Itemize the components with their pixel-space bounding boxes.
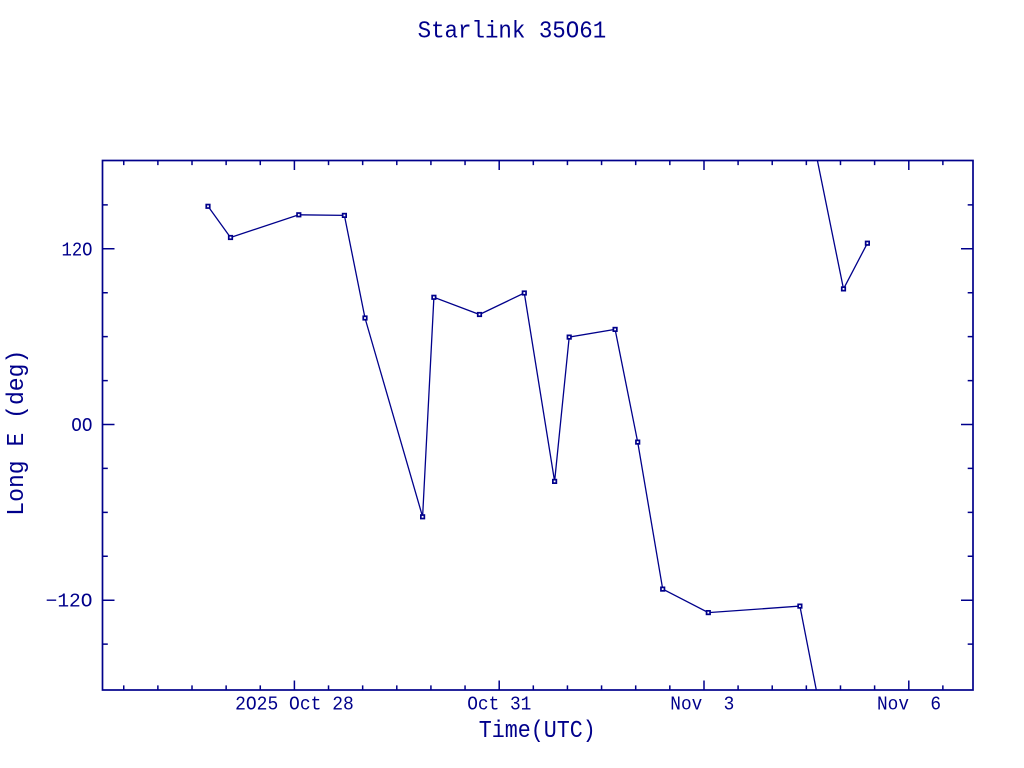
svg-text:Oct 31: Oct 31: [467, 694, 531, 716]
svg-text:Nov 6: Nov 6: [877, 694, 941, 716]
svg-text:Nov 3: Nov 3: [670, 694, 734, 716]
svg-text:Long E (deg): Long E (deg): [4, 350, 31, 516]
svg-text:12O: 12O: [62, 239, 93, 261]
svg-text:Time(UTC): Time(UTC): [479, 718, 596, 745]
svg-text:2O25 Oct 28: 2O25 Oct 28: [235, 694, 354, 716]
svg-text:Starlink 35O61: Starlink 35O61: [418, 19, 607, 46]
svg-text:−12O: −12O: [46, 591, 93, 613]
svg-text:OO: OO: [71, 415, 92, 437]
